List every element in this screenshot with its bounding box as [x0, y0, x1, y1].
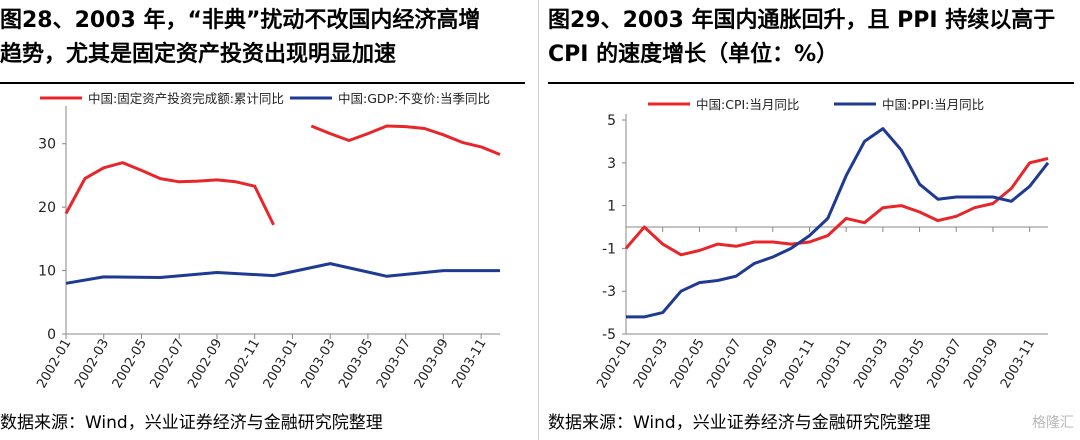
left-chart-x-tick-label: 2002-03 [72, 337, 112, 392]
right-chart-series-line-0 [624, 157, 1049, 257]
left-figure-title: 图28、2003 年，“非典”扰动不改国内经济高增 趋势，尤其是固定资产投资出现… [0, 8, 481, 67]
right-chart-x-tick-label: 2003-11 [998, 337, 1038, 392]
right-chart-x-tick-label: 2003-01 [814, 337, 854, 392]
right-chart-x-tick-label: 2003-07 [925, 337, 965, 392]
right-chart-x-tick-label: 2002-03 [631, 337, 671, 392]
left-figure-panel: 图28、2003 年，“非典”扰动不改国内经济高增 趋势，尤其是固定资产投资出现… [0, 0, 530, 440]
left-source-note: 数据来源：Wind，兴业证券经济与金融研究院整理 [0, 413, 383, 433]
right-figure-title: 图29、2003 年国内通胀回升，且 PPI 持续以高于 CPI 的速度增长（单… [548, 8, 1056, 67]
left-chart-x-tick-label: 2002-07 [148, 337, 188, 392]
right-chart-legend-label-1: 中国:PPI:当月同比 [882, 97, 984, 112]
left-chart-y-tick-label: 30 [38, 137, 56, 153]
left-chart-x-tick-label: 2003-03 [298, 337, 338, 392]
left-chart-x-tick-label: 2003-01 [261, 337, 301, 392]
right-chart-y-tick-label: -1 [602, 241, 616, 257]
left-chart-x-tick-label: 2003-07 [374, 337, 414, 392]
left-chart-x-tick-label: 2002-01 [34, 337, 74, 392]
left-title-divider [0, 82, 525, 84]
right-chart-x-tick-label: 2003-05 [888, 337, 928, 392]
left-chart-x-tick-label: 2003-11 [449, 337, 489, 392]
right-line-chart: 中国:CPI:当月同比 中国:PPI:当月同比-5-3-11352002-0120… [594, 97, 1050, 392]
right-chart-y-tick-label: 3 [607, 156, 616, 172]
left-chart-x-tick-label: 2003-05 [336, 337, 376, 392]
left-chart-x-tick-label: 2002-05 [110, 337, 150, 392]
left-chart-y-tick-label: 10 [38, 264, 56, 280]
left-chart-series-line-0 [64, 124, 501, 226]
right-chart-x-tick-label: 2002-11 [778, 337, 818, 392]
right-chart-y-tick-label: 1 [607, 199, 616, 215]
left-line-chart: 中国:固定资产投资完成额:累计同比 中国:GDP:不变价:当季同比 0 10 20 30 2… [34, 91, 501, 392]
left-chart-x-tick-label: 2003-09 [412, 337, 452, 392]
left-chart-legend-label-1: 中国:GDP:不变价:当季同比 [338, 91, 490, 106]
left-chart-x-tick-label: 2002-09 [185, 337, 225, 392]
right-chart-y-tick-label: -5 [602, 327, 616, 343]
left-chart-y-tick-label: 0 [47, 327, 56, 343]
right-chart-x-tick-label: 2002-01 [594, 337, 634, 392]
right-figure-panel: 图29、2003 年国内通胀回升，且 PPI 持续以高于 CPI 的速度增长（单… [548, 0, 1080, 440]
right-chart-y-tick-label: -3 [602, 284, 616, 300]
right-chart-x-tick-label: 2002-05 [668, 337, 708, 392]
panel-separator [538, 0, 539, 440]
right-source-note: 数据来源：Wind，兴业证券经济与金融研究院整理 [548, 413, 931, 433]
right-chart-y-tick-label: 5 [607, 113, 616, 129]
right-chart-legend-label-0: 中国:CPI:当月同比 [696, 97, 799, 112]
left-chart-y-tick-label: 20 [38, 200, 56, 216]
right-chart-x-tick-label: 2003-03 [851, 337, 891, 392]
right-chart-series-line-1 [626, 127, 1050, 319]
left-chart-x-tick-label: 2002-11 [223, 337, 263, 392]
right-chart-x-tick-label: 2002-09 [741, 337, 781, 392]
watermark-logo: 格隆汇 [1032, 415, 1074, 431]
left-chart-series-line-1 [65, 262, 500, 285]
left-chart-legend-label-0: 中国:固定资产投资完成额:累计同比 [88, 91, 284, 106]
right-title-divider [548, 82, 1074, 84]
right-chart-x-tick-label: 2002-07 [704, 337, 744, 392]
right-chart-x-tick-label: 2003-09 [961, 337, 1001, 392]
